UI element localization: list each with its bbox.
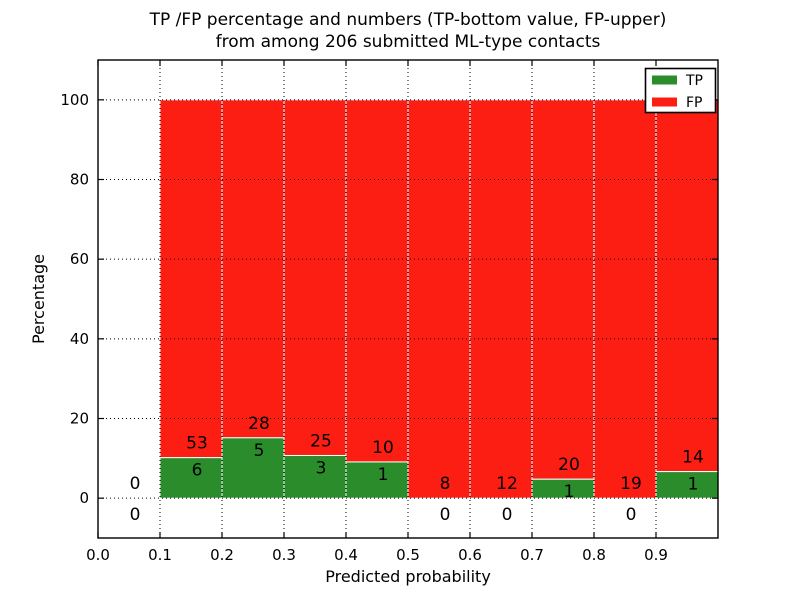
x-tick-label: 0.3 [272,546,296,564]
bar-tp-count-label: 0 [130,505,141,525]
bar-fp-segment [283,99,347,456]
bar-fp-count-label: 8 [440,474,451,494]
y-tick-label: 80 [70,171,89,189]
x-tick-label: 0.8 [582,546,606,564]
x-tick-label: 0.6 [458,546,482,564]
bar-fp-count-label: 14 [682,448,704,468]
bar-tp-count-label: 3 [316,458,327,478]
bar-tp-segment [655,471,719,499]
bar-fp-count-label: 19 [620,474,642,494]
chart-title-line1: TP /FP percentage and numbers (TP-bottom… [149,10,667,30]
chart-title-line2: from among 206 submitted ML-type contact… [215,32,601,52]
y-tick-label: 60 [70,250,89,268]
x-tick-label: 0.9 [644,546,668,564]
bar-fp-count-label: 10 [372,438,394,458]
bar-fp-count-label: 53 [186,434,208,454]
x-tick-label: 0.1 [148,546,172,564]
y-axis-label: Percentage [29,254,48,344]
bar-fp-count-label: 20 [558,455,580,475]
x-axis-label: Predicted probability [325,567,491,586]
bar-tp-count-label: 0 [502,505,513,525]
y-tick-label: 20 [70,410,89,428]
bar-fp-segment [593,99,657,499]
bar-tp-segment [345,461,409,499]
bar-tp-count-label: 0 [626,505,637,525]
bar-fp-count-label: 0 [130,474,141,494]
bar-fp-segment [345,99,409,463]
bar-tp-count-label: 1 [378,465,389,485]
bar-tp-count-label: 1 [688,475,699,495]
bar-fp-count-label: 28 [248,414,270,434]
x-tick-label: 0.4 [334,546,358,564]
bar-fp-segment [531,99,595,480]
legend-swatch-tp [652,75,677,85]
bar-fp-segment [655,99,719,473]
chart-title: TP /FP percentage and numbers (TP-bottom… [98,9,718,53]
x-tick-label: 0.7 [520,546,544,564]
bar-tp-segment [159,457,223,499]
legend-label-tp: TP [685,73,703,89]
bar-tp-count-label: 0 [440,505,451,525]
bar-fp-segment [407,99,471,499]
x-tick-label: 0.5 [396,546,420,564]
y-tick-label: 100 [60,91,89,109]
x-tick-label: 0.2 [210,546,234,564]
bar-fp-count-label: 25 [310,431,332,451]
legend-swatch-fp [652,97,677,107]
bar-tp-count-label: 6 [192,461,203,481]
bar-fp-segment [221,99,285,439]
y-tick-label: 40 [70,330,89,348]
x-tick-label: 0.0 [86,546,110,564]
bar-fp-segment [469,99,533,499]
bar-tp-count-label: 1 [564,482,575,502]
legend-label-fp: FP [686,95,703,111]
plot-frame [97,59,719,539]
bar-tp-count-label: 5 [254,441,265,461]
bar-fp-count-label: 12 [496,474,518,494]
bar-fp-segment [159,99,223,459]
bar-tp-segment [283,454,347,499]
y-tick-label: 0 [79,489,89,507]
